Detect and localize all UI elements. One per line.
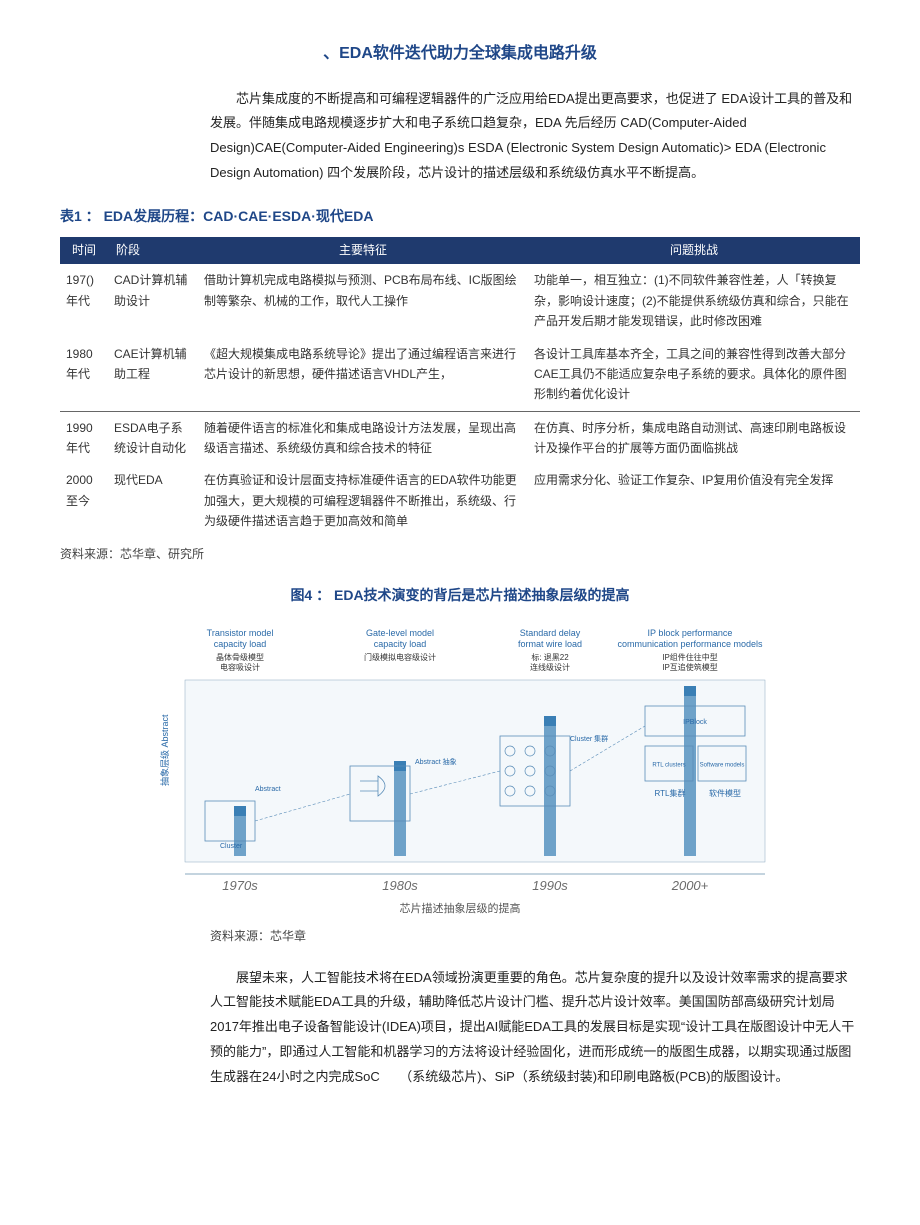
svg-text:1980s: 1980s bbox=[382, 878, 418, 893]
cell-feature: 《超大规模集成电路系统导论》提出了通过编程语言来进行芯片设计的新思想，硬件描述语… bbox=[198, 338, 528, 412]
cell-feature: 随着硬件语言的标准化和集成电路设计方法发展，呈现出高级语言描述、系统级仿真和综合… bbox=[198, 411, 528, 464]
abstraction-diagram: 抽象层级 AbstractTransistor modelcapacity lo… bbox=[150, 616, 770, 896]
table-row: 1990年代 ESDA电子系统设计自动化 随着硬件语言的标准化和集成电路设计方法… bbox=[60, 411, 860, 464]
cell-challenge: 各设计工具库基本齐全，工具之间的兼容性得到改善大部分CAE工具仍不能适应复杂电子… bbox=[528, 338, 860, 412]
th-feature: 主要特征 bbox=[198, 237, 528, 265]
svg-text:Abstract: Abstract bbox=[255, 786, 281, 793]
figure-title: 图4 ： EDA技术演变的背后是芯片描述抽象层级的提高 bbox=[60, 583, 860, 608]
th-stage: 阶段 bbox=[108, 237, 198, 265]
table-row: 2000至今 现代EDA 在仿真验证和设计层面支持标准硬件语言的EDA软件功能更… bbox=[60, 464, 860, 537]
svg-text:电容吸设计: 电容吸设计 bbox=[220, 662, 260, 672]
cell-stage: CAD计算机辅助设计 bbox=[108, 264, 198, 337]
table-row: 197()年代 CAD计算机辅助设计 借助计算机完成电路模拟与预测、PCB布局布… bbox=[60, 264, 860, 337]
cell-challenge: 在仿真、时序分析，集成电路自动测试、高速印刷电路板设计及操作平台的扩展等方面仍面… bbox=[528, 411, 860, 464]
cell-feature: 在仿真验证和设计层面支持标准硬件语言的EDA软件功能更加强大，更大规模的可编程逻… bbox=[198, 464, 528, 537]
svg-text:Software models: Software models bbox=[700, 763, 745, 769]
outlook-paragraph: 展望未来，人工智能技术将在EDA领域扮演更重要的角色。芯片复杂度的提升以及设计效… bbox=[210, 966, 860, 1089]
section-title: 、EDA软件迭代助力全球集成电路升级 bbox=[60, 40, 860, 69]
cell-feature: 借助计算机完成电路模拟与预测、PCB布局布线、IC版图绘制等繁杂、机械的工作，取… bbox=[198, 264, 528, 337]
figure-source: 资料来源：芯华章 bbox=[210, 926, 860, 948]
svg-text:Standard delay: Standard delay bbox=[520, 628, 581, 638]
svg-text:capacity load: capacity load bbox=[214, 639, 267, 649]
svg-text:Cluster 集群: Cluster 集群 bbox=[570, 734, 608, 743]
table-source: 资料来源：芯华章、研究所 bbox=[60, 544, 860, 566]
svg-text:1970s: 1970s bbox=[222, 878, 258, 893]
svg-text:2000+: 2000+ bbox=[671, 878, 709, 893]
th-challenge: 问题挑战 bbox=[528, 237, 860, 265]
th-time: 时间 bbox=[60, 237, 108, 265]
svg-text:Gate-level model: Gate-level model bbox=[366, 628, 434, 638]
svg-text:IP block performance: IP block performance bbox=[648, 628, 733, 638]
svg-text:capacity load: capacity load bbox=[374, 639, 427, 649]
svg-text:IP组件住往中型: IP组件住往中型 bbox=[662, 652, 718, 662]
svg-text:Transistor model: Transistor model bbox=[207, 628, 274, 638]
svg-text:IP互追使筑模型: IP互追使筑模型 bbox=[662, 662, 718, 672]
cell-challenge: 功能单一，相互独立：(1)不同软件兼容性差，人「转换复杂，影响设计速度；(2)不… bbox=[528, 264, 860, 337]
svg-text:晶体骨级模型: 晶体骨级模型 bbox=[216, 652, 264, 662]
table-row: 1980年代 CAE计算机辅助工程 《超大规模集成电路系统导论》提出了通过编程语… bbox=[60, 338, 860, 412]
intro-paragraph: 芯片集成度的不断提高和可编程逻辑器件的广泛应用给EDA提出更高要求，也促进了 E… bbox=[210, 87, 860, 186]
svg-text:连线级设计: 连线级设计 bbox=[530, 662, 570, 672]
cell-stage: 现代EDA bbox=[108, 464, 198, 537]
cell-challenge: 应用需求分化、验证工作复杂、IP复用价值没有完全发挥 bbox=[528, 464, 860, 537]
svg-text:RTL clusters: RTL clusters bbox=[652, 763, 685, 769]
cell-stage: CAE计算机辅助工程 bbox=[108, 338, 198, 412]
cell-time: 1990年代 bbox=[60, 411, 108, 464]
svg-text:RTL集群: RTL集群 bbox=[655, 788, 686, 798]
svg-text:门级模拟电容级设计: 门级模拟电容级设计 bbox=[364, 652, 436, 662]
cell-time: 197()年代 bbox=[60, 264, 108, 337]
svg-text:communication performance mode: communication performance models bbox=[617, 639, 763, 649]
figure-caption: 芯片描述抽象层级的提高 bbox=[150, 900, 770, 920]
svg-text:软件模型: 软件模型 bbox=[709, 788, 741, 798]
figure-container: 抽象层级 AbstractTransistor modelcapacity lo… bbox=[150, 616, 770, 920]
cell-time: 1980年代 bbox=[60, 338, 108, 412]
cell-time: 2000至今 bbox=[60, 464, 108, 537]
svg-text:标: 退黑22: 标: 退黑22 bbox=[531, 652, 569, 662]
table-header-row: 时间 阶段 主要特征 问题挑战 bbox=[60, 237, 860, 265]
svg-text:抽象层级 Abstract: 抽象层级 Abstract bbox=[159, 714, 170, 786]
svg-text:format wire load: format wire load bbox=[518, 639, 582, 649]
eda-history-table: 时间 阶段 主要特征 问题挑战 197()年代 CAD计算机辅助设计 借助计算机… bbox=[60, 237, 860, 538]
svg-text:IPBlock: IPBlock bbox=[683, 719, 707, 726]
svg-text:Abstract 抽象: Abstract 抽象 bbox=[415, 757, 457, 766]
cell-stage: ESDA电子系统设计自动化 bbox=[108, 411, 198, 464]
svg-text:Cluster: Cluster bbox=[220, 843, 243, 850]
table-title: 表1 ： EDA发展历程：CAD·CAE·ESDA·现代EDA bbox=[60, 204, 860, 229]
svg-text:1990s: 1990s bbox=[532, 878, 568, 893]
